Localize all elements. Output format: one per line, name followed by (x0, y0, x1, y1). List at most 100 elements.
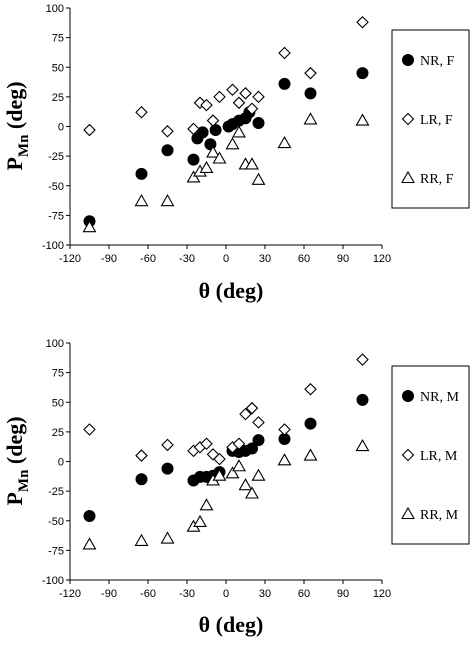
data-point (187, 122, 200, 136)
data-point (355, 438, 370, 452)
data-point (134, 533, 149, 546)
y-tick-label: -25 (48, 151, 64, 163)
data-point (303, 448, 318, 461)
data-point (304, 66, 317, 80)
data-point (161, 462, 174, 475)
data-point (206, 145, 220, 158)
data-point (303, 112, 318, 125)
x-tick-label: -120 (59, 253, 81, 265)
legend-marker (401, 170, 415, 184)
data-point (278, 77, 291, 90)
y-tick-label: 25 (52, 427, 64, 439)
x-tick-label: 30 (259, 253, 271, 265)
y-tick-label: 25 (52, 92, 64, 104)
y-tick-label: -50 (48, 516, 64, 528)
data-point (212, 468, 227, 481)
data-point (245, 157, 259, 170)
x-tick-label: -90 (101, 588, 117, 600)
data-point (232, 437, 246, 451)
data-point (196, 126, 209, 139)
data-point (200, 98, 213, 112)
data-point (160, 194, 175, 207)
data-point (356, 67, 369, 80)
data-point (239, 87, 252, 100)
y-axis-label: PMn (deg) (2, 416, 32, 505)
data-point (82, 220, 97, 233)
data-point (278, 46, 291, 60)
x-tick-label: -30 (179, 588, 195, 600)
y-axis-label-unit: (deg) (2, 81, 27, 134)
data-point (246, 442, 258, 455)
data-point (232, 96, 246, 110)
legend-label: LR, F (420, 113, 453, 128)
x-tick-label: 60 (298, 253, 310, 265)
data-point (356, 393, 369, 406)
legend-label: NR, F (420, 54, 454, 69)
x-tick-label: 60 (298, 588, 310, 600)
y-axis-label-subscript: Mn (16, 469, 32, 492)
data-point (82, 537, 97, 550)
x-tick-label: -120 (59, 588, 81, 600)
data-point (135, 449, 148, 462)
data-point (83, 510, 96, 523)
x-tick-label: 0 (223, 588, 229, 600)
data-point (199, 498, 214, 511)
x-tick-label: 90 (337, 588, 349, 600)
data-point (355, 113, 370, 126)
chart-panel-bottom: -100 -75 -50 -25 0 25 50 75 100 -120 -90 -60 -30 0 30 6… (2, 338, 470, 637)
y-tick-label: 75 (52, 368, 64, 380)
data-point (199, 160, 214, 174)
legend-marker (401, 448, 415, 462)
data-point (356, 353, 369, 366)
data-point (206, 114, 220, 127)
data-point (213, 452, 226, 466)
legend-label: RR, F (420, 172, 454, 187)
y-tick-label: 50 (52, 397, 64, 409)
x-tick-label: -60 (140, 253, 156, 265)
x-tick-label: 0 (223, 253, 229, 265)
x-tick-label: -30 (179, 253, 195, 265)
x-axis-label: θ (deg) (199, 278, 264, 303)
x-tick-label: 90 (337, 253, 349, 265)
y-tick-label: -25 (48, 486, 64, 498)
y-tick-label: 100 (46, 338, 64, 350)
y-axis-label: PMn (deg) (2, 81, 32, 170)
data-point (225, 466, 240, 479)
data-point (232, 125, 246, 138)
x-tick-label: -60 (140, 588, 156, 600)
x-tick-label: 120 (373, 588, 391, 600)
y-tick-label: -100 (42, 240, 64, 252)
data-point (252, 116, 265, 129)
data-point (277, 135, 292, 149)
y-tick-label: -75 (48, 545, 64, 557)
y-tick-label: 0 (58, 122, 64, 134)
y-tick-label: -75 (48, 210, 64, 222)
data-point (252, 434, 265, 447)
data-point (161, 438, 174, 452)
data-point (251, 468, 266, 481)
data-point (161, 144, 174, 157)
data-point (252, 90, 265, 104)
data-point (245, 486, 259, 499)
data-point (245, 401, 259, 415)
data-point (209, 124, 222, 137)
data-point (135, 106, 148, 119)
legend-marker (402, 390, 414, 402)
legend-marker (402, 54, 414, 66)
data-point (251, 172, 266, 185)
chart-panel-top: -100 -75 -50 -25 0 25 50 75 100 -120 -90 -60 -30 0 30 6… (2, 3, 470, 303)
y-tick-label: 50 (52, 62, 64, 74)
y-axis-label-main: P (2, 492, 27, 505)
data-point (239, 407, 252, 421)
legend-marker (401, 112, 415, 126)
legend-marker (401, 506, 415, 520)
data-point (226, 83, 239, 97)
data-point (135, 167, 148, 180)
y-tick-label: -50 (48, 181, 64, 193)
legend-label: RR, M (420, 508, 459, 523)
data-point (277, 453, 292, 466)
data-point (304, 417, 317, 430)
data-point (304, 87, 317, 100)
y-tick-label: -100 (42, 575, 64, 587)
